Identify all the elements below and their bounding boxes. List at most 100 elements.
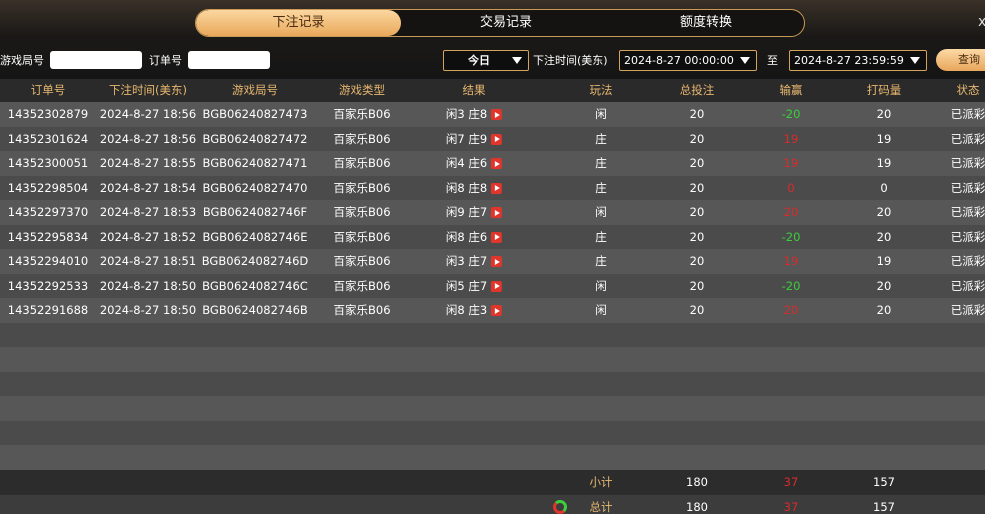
query-button[interactable]: 查询 [936,49,985,71]
table-cell[interactable]: 闲8 庄8 [446,176,503,201]
replay-icon[interactable] [491,231,503,243]
table-row: 14352298504 2024-8-27 18:54 BGB06240827470… [0,175,985,201]
cell-text: 2024-8-27 18:50 [99,303,197,317]
cell-text: 闲 [595,278,607,293]
table-cell[interactable]: 闲4 庄6 [445,151,503,176]
cell-text: 19 [876,156,892,170]
table-cell[interactable]: 闲7 庄9 [446,127,503,152]
cell-text: BGB0624082746F [202,205,308,219]
start-text: 2024-8-27 00:00:00 [624,54,734,67]
cell-text: 14352301624 [7,131,89,146]
table-row: 14352295834 2024-8-27 18:52 BGB0624082746E… [0,224,985,250]
cell-text: -20 [781,229,801,244]
column-header: 输赢 [779,83,803,97]
table-cell: 19 [784,127,799,152]
table-cell: 2024-8-27 18:55 [100,151,196,176]
table-row: 14352301624 2024-8-27 18:56 BGB06240827472… [0,126,985,152]
table-cell: 百家乐B06 [333,200,390,225]
cell-text: 2024-8-27 18:56 [99,107,197,121]
replay-icon[interactable] [491,182,503,194]
table-cell: 19 [877,249,892,274]
replay-icon[interactable] [491,305,503,316]
cell-text: 庄 [595,254,607,268]
cell-text: 庄 [595,156,607,170]
cell-text: 已派彩 [950,278,985,293]
cell-text: BGB06240827471 [202,156,308,170]
tab[interactable]: 下注记录 [196,10,401,36]
cell-text: 20 [689,156,705,170]
table-cell: -20 [782,274,801,299]
tab-group: 下注记录 交易记录 额度转换 [195,9,805,37]
cell-text: 闲5 庄7 [445,278,488,293]
replay-icon[interactable] [491,280,503,292]
subtotal-label: 小计 [589,475,613,489]
cell-text: 闲4 庄6 [445,156,488,170]
column-header: 玩法 [589,83,613,97]
replay-icon[interactable] [491,133,503,145]
cell-text: 2024-8-27 18:55 [99,156,197,170]
tab[interactable]: 交易记录 [406,10,606,36]
refresh-icon[interactable] [553,499,567,514]
table-cell[interactable]: 闲5 庄7 [445,274,503,299]
table-cell: 百家乐B06 [333,249,390,274]
cell-text: 19 [783,131,799,146]
table-cell[interactable]: 闲3 庄8 [446,102,503,127]
cell-text: 已派彩 [950,254,985,268]
cell-text: 已派彩 [950,205,985,219]
cell-text: 14352300051 [7,156,89,170]
table-cell[interactable]: 闲8 庄6 [446,225,503,250]
empty-row [0,420,985,445]
column-header: 订单号 [30,83,66,97]
table-cell: 已派彩 [951,200,985,225]
table-cell: 20 [690,151,705,176]
table-cell: 庄 [595,176,607,201]
table-cell: 14352291688 [8,298,88,323]
table-row: 14352297370 2024-8-27 18:53 BGB0624082746F… [0,200,985,225]
replay-icon[interactable] [491,207,503,218]
close-button[interactable]: x [978,14,985,30]
column-header: 总投注 [679,83,715,97]
cell-text: 百家乐B06 [333,131,391,146]
cell-text: 20 [876,205,892,219]
replay-icon[interactable] [491,256,503,267]
table-cell: 20 [690,200,705,225]
end-select[interactable]: 2024-8-27 23:59:59 [789,50,927,71]
empty-row [0,396,985,421]
cell-text: 14352295834 [7,229,89,244]
to-label: 至 [767,54,778,67]
cell-text: 2024-8-27 18:54 [99,180,197,195]
table-cell: 20 [784,298,799,323]
cell-text: 14352297370 [7,205,89,219]
cell-text: 20 [689,131,705,146]
table-cell[interactable]: 闲9 庄7 [446,200,503,225]
table-cell[interactable]: 闲8 庄3 [446,298,503,323]
table-cell[interactable]: 闲3 庄7 [445,249,503,274]
round-input[interactable] [50,51,142,69]
table-cell: 14352298504 [8,176,88,201]
table-cell: 2024-8-27 18:50 [100,298,196,323]
subtotal-row: 小计 180 37 157 [0,470,985,495]
replay-icon[interactable] [491,158,503,169]
start-select[interactable]: 2024-8-27 00:00:00 [619,50,757,71]
column-header: 游戏类型 [339,83,385,97]
replay-icon[interactable] [491,109,503,120]
table-cell: 20 [690,249,705,274]
tab[interactable]: 额度转换 [606,10,804,36]
table-cell: BGB06240827470 [203,176,308,201]
table-cell: 20 [690,274,705,299]
table-cell: 已派彩 [951,127,985,152]
subtotal-winloss: 37 [783,475,799,489]
cell-text: 已派彩 [950,131,985,146]
table-cell: 20 [877,274,892,299]
cell-text: 百家乐B06 [333,254,391,268]
order-input[interactable] [188,51,270,69]
table-cell: 20 [690,176,705,201]
round-label: 游戏局号 [0,54,44,67]
table-row: 14352302879 2024-8-27 18:56 BGB06240827473… [0,102,985,127]
cell-text: 20 [876,229,892,244]
cell-text: 闲3 庄7 [445,254,488,268]
cell-text: 19 [783,254,799,268]
period-select[interactable]: 今日 [443,50,529,71]
table-cell: 20 [877,298,892,323]
subtotal-bet: 180 [686,475,708,489]
